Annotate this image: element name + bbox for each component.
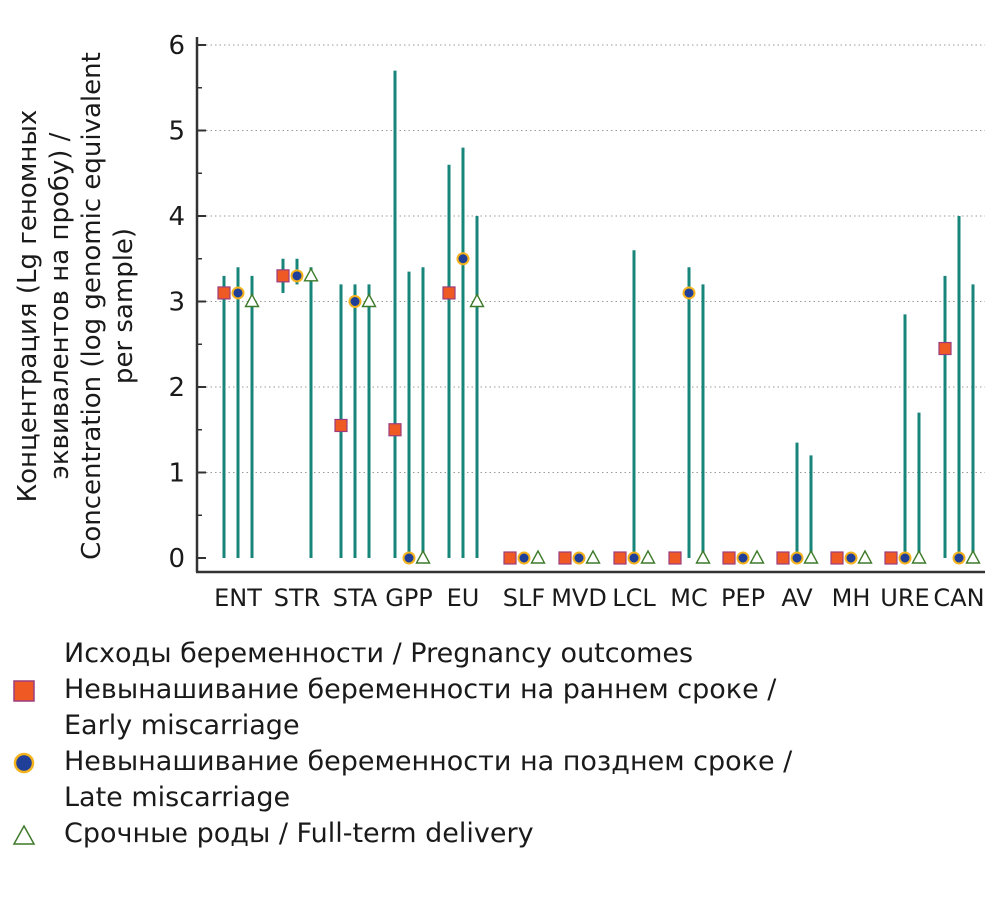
data-markers [217,252,981,565]
x-category-label: LCL [612,584,656,612]
square-marker [558,551,572,565]
circle-marker [572,551,586,565]
circle-marker [952,551,966,565]
chart: 0 1 2 3 4 5 6 ENT STR STA GPP EU SLF MVD LCL MC PEP AV MH… [13,31,985,612]
x-category-label: EU [447,584,480,612]
circle-marker [627,551,641,565]
x-category-label: PEP [721,584,765,612]
triangle-marker [857,549,873,564]
legend-label: Срочные роды / Full-term delivery [64,818,534,849]
legend-item-early-miscarriage: Невынашивание беременности на раннем сро… [12,672,972,744]
triangle-marker [803,549,819,564]
x-category-label: SLF [503,584,545,612]
circle-marker [402,551,416,565]
triangle-marker [530,549,546,564]
triangle-marker [640,549,656,564]
circle-marker [736,551,750,565]
y-tick-label: 1 [168,459,185,489]
circle-marker [790,551,804,565]
circle-marker [517,551,531,565]
triangle-marker [749,549,765,564]
x-category-label: CAN [933,584,984,612]
x-category-label: URE [880,584,929,612]
triangle-marker [469,293,485,308]
y-tick-label: 4 [168,202,185,232]
triangle-marker [303,267,319,282]
square-marker [217,286,231,300]
square-marker [722,551,736,565]
x-category-label: GPP [385,584,433,612]
y-axis-label-line: эквивалентов на пробу) / [45,132,75,479]
x-category-label: ENT [214,584,262,612]
circle-marker [290,269,304,283]
circle-marker [231,286,245,300]
y-tick-label: 0 [168,544,185,574]
square-marker [884,551,898,565]
y-axis-label-line: Concentration (log genomic equivalent [77,52,107,560]
circle-marker [844,551,858,565]
triangle-marker [965,549,981,564]
square-marker [613,551,627,565]
y-tick-label: 3 [168,288,185,318]
triangle-marker [244,293,260,308]
legend-label: Невынашивание беременности на раннем сро… [64,674,777,741]
y-axis-label-line: Концентрация (Lg геномных [13,110,43,503]
circle-marker [682,286,696,300]
square-marker [388,423,402,437]
legend-item-full-term-delivery: Срочные роды / Full-term delivery [12,816,972,852]
triangle-marker-icon [12,824,36,845]
y-tick-label: 6 [168,31,185,61]
x-category-label: STR [274,584,321,612]
triangle-marker [695,549,711,564]
y-tick-label: 2 [168,373,185,403]
x-category-label: MC [670,584,707,612]
triangle-marker [911,549,927,564]
y-tick-label: 5 [168,117,185,147]
square-marker [776,551,790,565]
square-marker [334,418,348,433]
legend-label: Невынашивание беременности на позднем ср… [64,746,793,813]
x-axis-category-labels: ENT STR STA GPP EU SLF MVD LCL MC PEP AV MH URE CAN [214,584,984,612]
legend-title: Исходы беременности / Pregnancy outcomes [64,638,694,669]
x-category-label: MVD [551,584,607,612]
square-marker [830,551,844,565]
grid-lines [197,44,985,473]
y-axis-ticks: 0 1 2 3 4 5 6 [168,31,206,574]
y-axis-label-line: per sample) [109,228,139,384]
triangle-marker [415,549,431,564]
triangle-marker [585,549,601,564]
x-category-label: STA [333,584,378,612]
circle-marker [898,551,912,565]
legend: Исходы беременности / Pregnancy outcomes… [12,636,972,852]
square-marker [503,551,517,565]
axes [195,37,985,574]
circle-marker [348,295,362,308]
x-category-label: AV [781,584,813,612]
square-marker [442,286,456,300]
y-axis-label: Концентрация (Lg геномныхэквивалентов на… [13,52,139,560]
square-marker [938,341,952,356]
range-lines [222,70,975,558]
x-category-label: MH [832,584,871,612]
square-marker [276,269,290,283]
circle-marker-icon [13,752,35,774]
circle-marker [456,252,470,266]
square-marker-icon [13,680,35,702]
legend-item-late-miscarriage: Невынашивание беременности на позднем ср… [12,744,972,816]
triangle-marker [361,293,377,308]
square-marker [668,551,682,565]
